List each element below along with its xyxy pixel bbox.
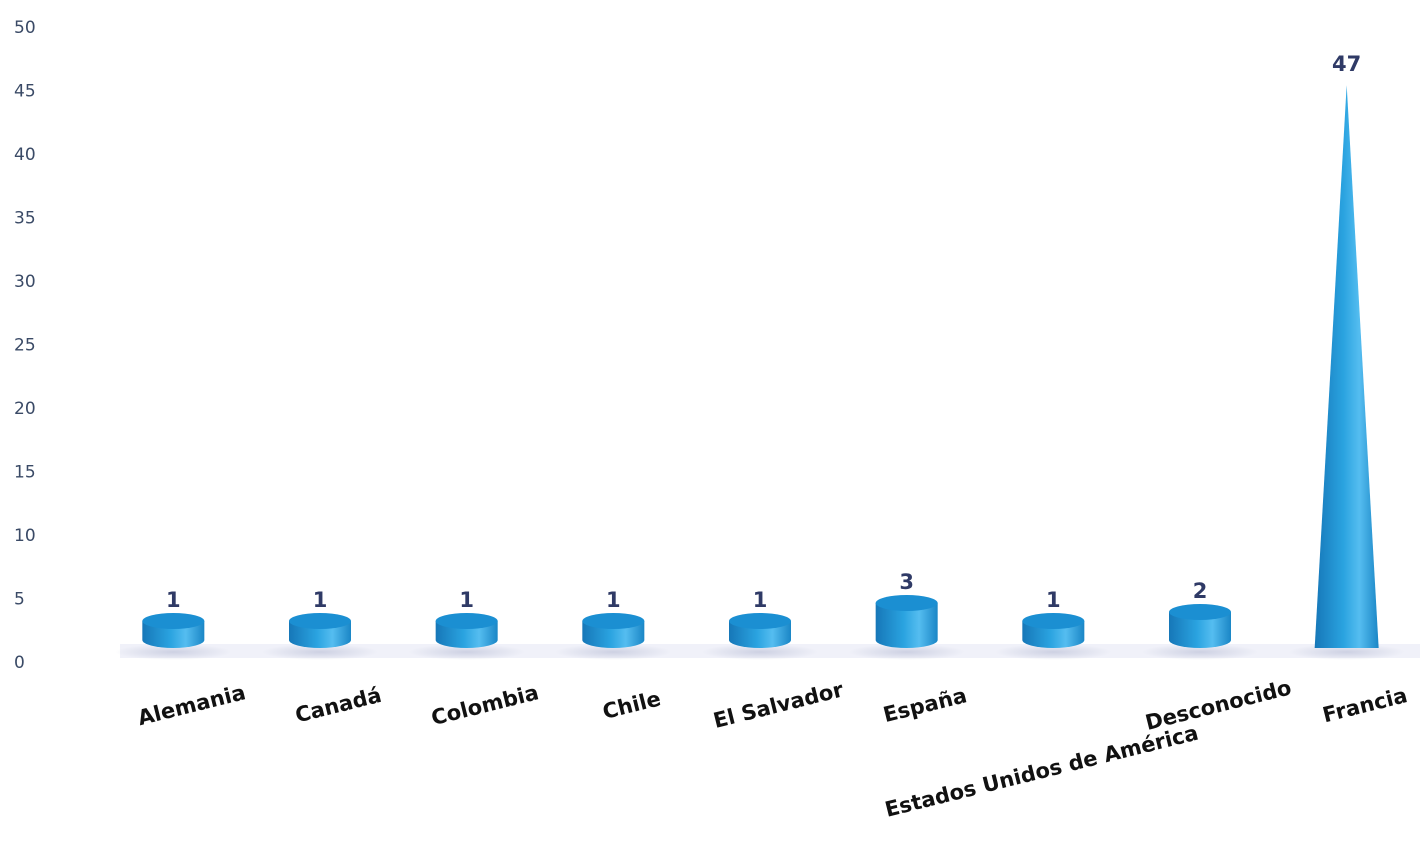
x-tick-label: Francia: [1320, 683, 1410, 727]
x-tick-label: Colombia: [429, 680, 541, 730]
bar-shadow: [1142, 644, 1258, 660]
bar-top: [875, 595, 938, 611]
bar-shadow: [848, 644, 965, 660]
x-tick-label: Desconocido: [1143, 675, 1294, 734]
bar-shadow: [702, 644, 818, 660]
y-tick-label: 5: [14, 590, 25, 610]
y-tick-label: 35: [14, 209, 36, 229]
y-tick-label: 40: [14, 145, 36, 165]
bar-top: [1169, 604, 1231, 620]
data-label: 47: [1332, 52, 1361, 76]
x-tick-label: El Salvador: [711, 677, 847, 733]
y-tick-label: 10: [14, 526, 36, 546]
bar-shadow: [262, 644, 378, 660]
bar-top: [435, 613, 498, 629]
bar: [1169, 612, 1231, 648]
data-label: 1: [459, 588, 474, 612]
data-label: 1: [166, 588, 181, 612]
x-tick-label: Canadá: [293, 683, 384, 728]
bar-shadow: [408, 644, 525, 660]
data-label: 1: [313, 588, 328, 612]
gridlines: [120, 46, 1420, 658]
x-axis: Alemania Canadá Colombia Chile El Salvador Es…: [135, 675, 1409, 821]
y-axis: 0 5 10 15 20 25 30 35 40 45 50: [14, 18, 36, 673]
bar-shadow: [995, 644, 1112, 660]
x-tick-label: Alemania: [135, 680, 248, 730]
bar-top: [729, 613, 791, 629]
y-tick-label: 0: [14, 653, 25, 673]
bar: [1314, 85, 1379, 649]
data-labels: 1 1 1 1 1 3 1 2 47: [166, 52, 1361, 612]
bar-top: [289, 613, 351, 629]
bars: [115, 85, 1405, 660]
y-tick-label: 20: [14, 399, 36, 419]
x-tick-label: Chile: [600, 686, 663, 724]
x-tick-label: Estados Unidos de América: [883, 721, 1201, 822]
bar-top: [1022, 613, 1085, 629]
bar-top: [142, 613, 205, 629]
y-tick-label: 30: [14, 272, 36, 292]
data-label: 1: [606, 588, 621, 612]
bar-shadow: [555, 644, 672, 660]
bar-top: [582, 613, 645, 629]
y-tick-label: 50: [14, 18, 36, 38]
y-tick-label: 15: [14, 463, 36, 483]
y-tick-label: 45: [14, 82, 36, 102]
bar-shadow: [115, 644, 232, 660]
data-label: 1: [753, 588, 768, 612]
y-tick-label: 25: [14, 336, 36, 356]
x-tick-label: España: [881, 683, 969, 727]
data-label: 3: [899, 570, 914, 594]
bar: [875, 603, 938, 648]
data-label: 2: [1193, 579, 1208, 603]
data-label: 1: [1046, 588, 1061, 612]
